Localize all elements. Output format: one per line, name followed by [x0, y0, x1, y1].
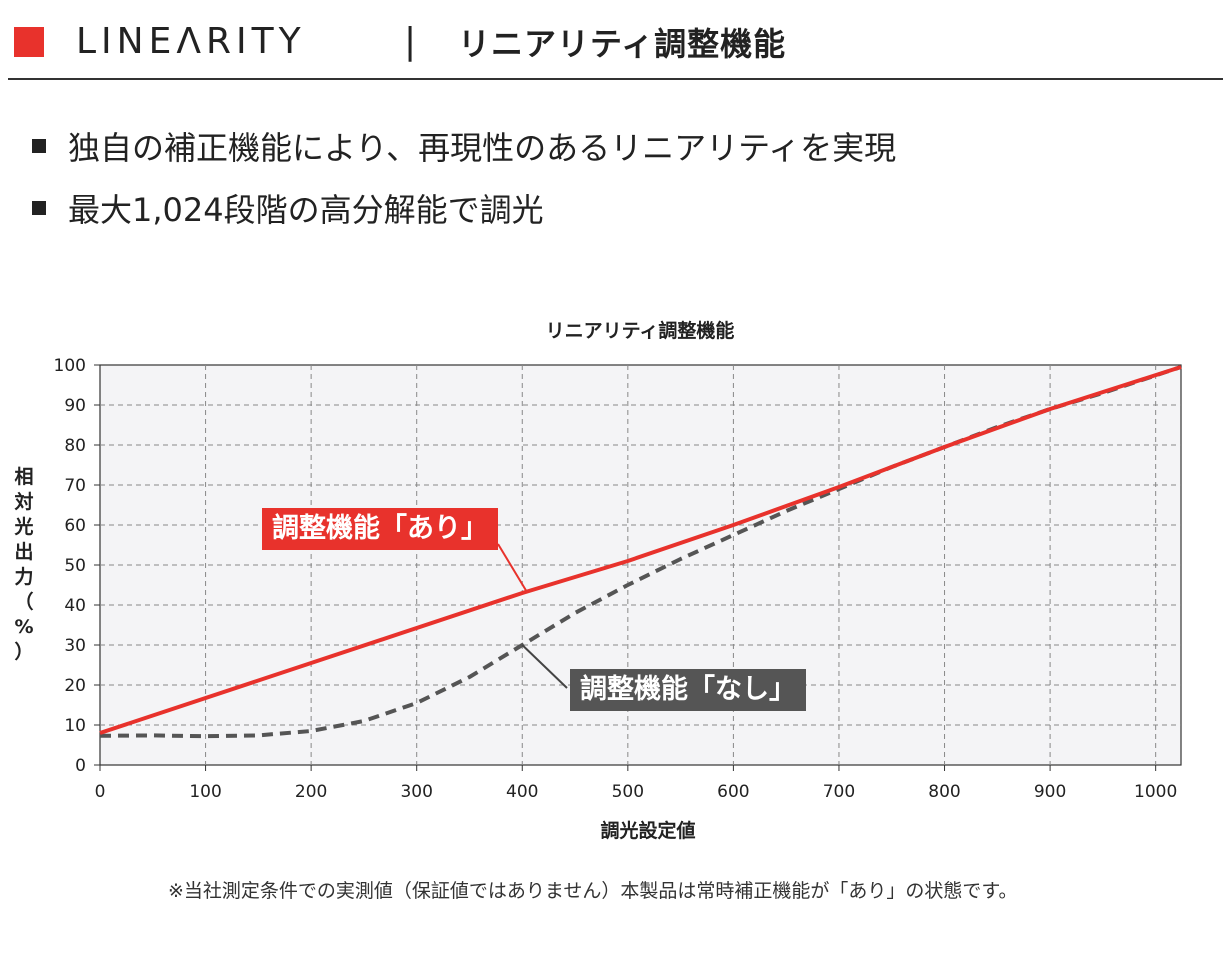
- footnote: ※当社測定条件での実測値（保証値ではありません）本製品は常時補正機能が「あり」の…: [168, 880, 1018, 902]
- header-divider: [8, 78, 1223, 80]
- y-axis-label-char: 光: [13, 515, 33, 538]
- x-tick-label: 400: [506, 782, 538, 802]
- x-axis-label: 調光設定値: [600, 819, 695, 842]
- y-axis-label-char: 出: [14, 540, 33, 563]
- feature-list: 独自の補正機能により、再現性のあるリニアリティを実現 最大1,024段階の高分解…: [32, 115, 896, 239]
- x-tick-label: 300: [400, 782, 432, 802]
- leader-line-without: [521, 644, 568, 689]
- x-tick-label: 0: [95, 782, 106, 802]
- y-tick-label: 60: [64, 516, 86, 536]
- brand-mark: [14, 27, 44, 57]
- feature-text: 最大1,024段階の高分解能で調光: [68, 191, 544, 229]
- y-axis-label-char: 対: [13, 490, 33, 513]
- linearity-chart: リニアリティ調整機能 0 10 20 30 40 50 60 70 80 90 100 0 100 20…: [13, 319, 1182, 842]
- y-tick-label: 10: [64, 716, 86, 736]
- x-tick-label: 1000: [1134, 782, 1177, 802]
- x-tick-label: 500: [612, 782, 644, 802]
- brand-logo: LINEΛRITY: [76, 21, 306, 62]
- callout-without-correction: 調整機能「なし」: [570, 669, 806, 711]
- y-tick-label: 30: [64, 636, 86, 656]
- y-axis-label-char: ）: [14, 640, 33, 663]
- chart-title: リニアリティ調整機能: [546, 319, 735, 342]
- y-axis-label-char: 相: [14, 466, 33, 488]
- y-tick-label: 0: [75, 756, 86, 776]
- x-tick-label: 800: [928, 782, 960, 802]
- square-bullet-icon: [32, 139, 46, 153]
- header: LINEΛRITY | リニアリティ調整機能: [0, 0, 1223, 80]
- callout-leaders: [497, 543, 568, 689]
- y-axis-label-char: %: [14, 616, 33, 638]
- page-title: リニアリティ調整機能: [458, 25, 787, 63]
- leader-line-with: [497, 543, 529, 594]
- y-tick-label: 100: [54, 356, 86, 376]
- grid-lines: [100, 365, 1181, 765]
- x-tick-label: 700: [823, 782, 855, 802]
- x-tick-label: 900: [1034, 782, 1066, 802]
- square-bullet-icon: [32, 201, 46, 215]
- y-tick-label: 80: [64, 436, 86, 456]
- y-tick-label: 90: [64, 396, 86, 416]
- y-axis-label-char: （: [14, 590, 33, 613]
- x-tick-label: 600: [717, 782, 749, 802]
- series-line-with-correction: [99, 365, 1182, 735]
- series-lines: [99, 365, 1182, 739]
- x-axis-ticks: 0 100 200 300 400 500 600 700 800 900 1000: [95, 765, 1177, 802]
- x-tick-label: 200: [295, 782, 327, 802]
- x-tick-label: 100: [189, 782, 221, 802]
- y-axis-label-char: 力: [14, 565, 33, 588]
- y-tick-label: 50: [64, 556, 86, 576]
- y-tick-label: 70: [64, 476, 86, 496]
- feature-text: 独自の補正機能により、再現性のあるリニアリティを実現: [68, 129, 897, 167]
- y-tick-label: 20: [64, 676, 86, 696]
- feature-item: 独自の補正機能により、再現性のあるリニアリティを実現: [32, 115, 896, 177]
- y-tick-label: 40: [64, 596, 86, 616]
- y-axis-ticks: 0 10 20 30 40 50 60 70 80 90 100: [54, 356, 100, 776]
- feature-item: 最大1,024段階の高分解能で調光: [32, 177, 896, 239]
- header-separator: |: [404, 21, 417, 62]
- callout-with-correction: 調整機能「あり」: [262, 508, 498, 550]
